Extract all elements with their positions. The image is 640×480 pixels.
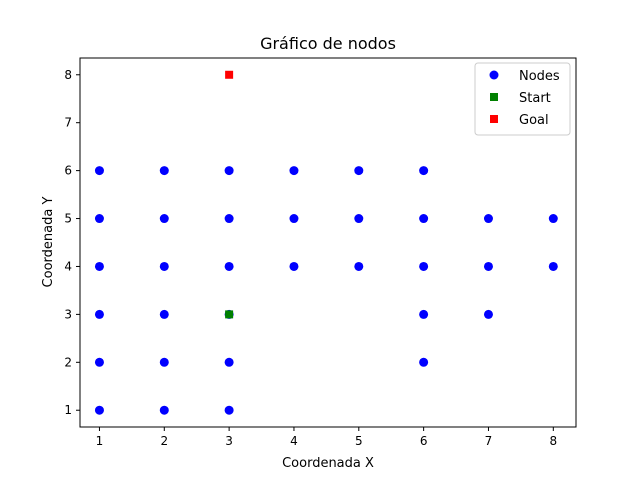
legend-nodes-marker [489,70,499,80]
axis-ticks: 1 2 3 4 5 6 7 8 1 2 3 4 5 6 7 8 [64,68,557,448]
legend-start-label: Start [519,91,551,106]
x-axis-label: Coordenada X [282,456,374,471]
nodes-point [419,261,429,271]
y-tick-label: 8 [64,68,72,82]
chart-title: Gráfico de nodos [260,34,396,53]
x-tick-label: 3 [225,434,233,448]
x-tick-label: 7 [485,434,493,448]
nodes-point [289,214,299,224]
nodes-point [159,309,169,319]
nodes-point [94,405,104,415]
nodes-point [224,261,234,271]
y-tick-label: 1 [64,403,72,417]
nodes-point [354,261,364,271]
nodes-point [354,166,364,176]
nodes-point [548,214,558,224]
legend-start-marker [490,93,498,101]
goal-marker [225,70,234,79]
legend-nodes-label: Nodes [519,69,560,84]
y-tick-label: 6 [64,164,72,178]
nodes-point [159,214,169,224]
legend-goal-marker [490,115,498,123]
nodes-point [419,357,429,367]
x-tick-label: 5 [355,434,363,448]
nodes-point [159,357,169,367]
y-tick-label: 2 [64,355,72,369]
nodes-point [224,405,234,415]
nodes-point [289,261,299,271]
nodes-point [419,309,429,319]
nodes-point [159,261,169,271]
x-tick-label: 1 [96,434,104,448]
y-tick-label: 4 [64,259,72,273]
nodes-point [354,214,364,224]
nodes-point [94,166,104,176]
y-axis-label: Coordenada Y [41,197,56,288]
nodes-point [483,261,493,271]
nodes-point [94,357,104,367]
y-tick-label: 7 [64,116,72,130]
x-tick-label: 2 [160,434,168,448]
x-tick-label: 8 [549,434,557,448]
x-tick-label: 4 [290,434,298,448]
nodes-point [419,214,429,224]
x-tick-label: 6 [420,434,428,448]
nodes-point [224,166,234,176]
nodes-point [159,405,169,415]
plot-area-frame [79,57,577,428]
start-marker [225,310,234,319]
nodes-point [483,214,493,224]
nodes-point [159,166,169,176]
legend-goal-label: Goal [519,113,549,128]
y-tick-label: 3 [64,307,72,321]
legend-box [474,62,571,136]
nodes-point [94,261,104,271]
y-tick-label: 5 [64,212,72,226]
nodes-point [419,166,429,176]
legend: Nodes Start Goal [474,62,571,136]
nodes-point [94,214,104,224]
nodes-point [548,261,558,271]
nodes-point [224,357,234,367]
nodes-point [483,309,493,319]
data-points [94,70,558,415]
nodes-point [224,214,234,224]
nodes-point [94,309,104,319]
nodes-point [289,166,299,176]
